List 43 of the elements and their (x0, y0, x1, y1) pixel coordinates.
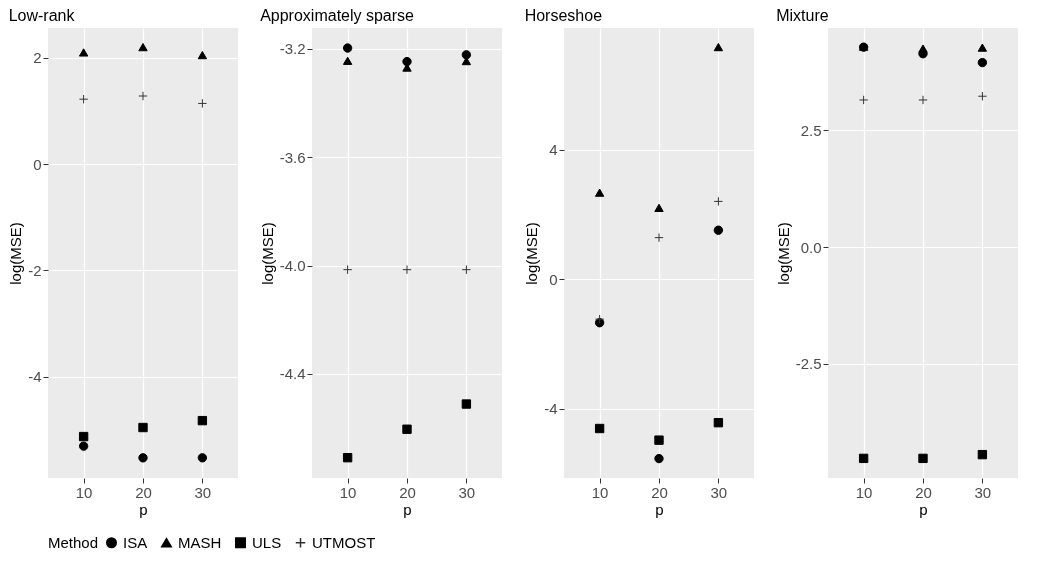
y-axis-title: log(MSE) (774, 222, 792, 285)
y-tick-label: -4.0 (279, 257, 306, 275)
x-tick-label: 30 (710, 483, 728, 501)
y-tick-label: 4 (549, 141, 558, 159)
y-tick-label: -2 (28, 261, 42, 279)
x-tick-label: 20 (399, 483, 416, 501)
legend-title: Method (48, 534, 99, 551)
y-tick-label: 2 (33, 49, 42, 67)
x-axis-title: p (655, 500, 664, 518)
x-tick-label: 10 (75, 483, 93, 501)
legend-label: MASH (178, 533, 222, 551)
y-axis-title: log(MSE) (7, 222, 25, 285)
y-tick-label: 2.5 (800, 121, 822, 139)
x-tick-label: 10 (339, 483, 357, 501)
x-tick-label: 10 (591, 483, 609, 501)
y-axis-title: log(MSE) (258, 222, 276, 285)
y-tick-label: -4 (544, 400, 558, 418)
chart-title: Horseshoe (524, 7, 603, 24)
x-tick-label: 20 (651, 483, 668, 501)
x-tick-label: 20 (135, 483, 152, 501)
x-tick-label: 30 (974, 483, 992, 501)
y-tick-label: -4.4 (279, 365, 306, 383)
y-tick-label: 0 (33, 155, 42, 173)
x-axis-title: p (403, 500, 412, 518)
y-tick-label: -3.6 (279, 148, 306, 166)
y-tick-label: -3.2 (279, 40, 306, 58)
x-axis-title: p (919, 500, 928, 518)
x-tick-label: 30 (194, 483, 212, 501)
chart-title: Low-rank (8, 7, 76, 24)
y-tick-label: 0.0 (800, 238, 822, 256)
chart-title: Mixture (776, 7, 829, 24)
y-tick-label: -4 (28, 368, 42, 386)
y-axis-title: log(MSE) (523, 222, 541, 285)
y-tick-label: -2.5 (795, 355, 822, 373)
legend-label: UTMOST (312, 533, 376, 551)
x-tick-label: 30 (458, 483, 476, 501)
x-tick-label: 10 (855, 483, 873, 501)
x-tick-label: 20 (915, 483, 932, 501)
chart-title: Approximately sparse (260, 7, 415, 24)
y-tick-label: 0 (549, 270, 558, 288)
legend-label: ISA (123, 533, 148, 551)
x-axis-title: p (139, 500, 148, 518)
legend-label: ULS (252, 533, 282, 551)
